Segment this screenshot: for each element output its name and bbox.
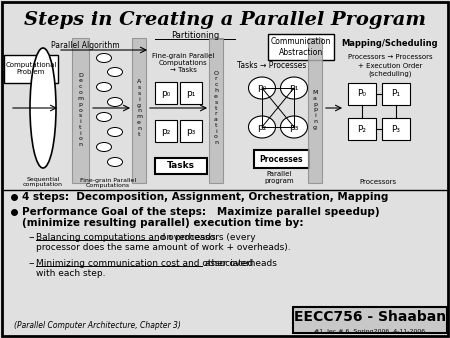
Ellipse shape — [96, 113, 112, 121]
Bar — [155, 158, 207, 174]
Bar — [180, 120, 202, 142]
Text: Partitioning: Partitioning — [171, 31, 219, 41]
Text: Processors → Processors: Processors → Processors — [348, 54, 432, 60]
Bar — [293, 307, 447, 333]
Text: Processes: Processes — [259, 154, 303, 164]
Text: 4 steps:  Decomposition, Assignment, Orchestration, Mapping: 4 steps: Decomposition, Assignment, Orch… — [22, 192, 388, 202]
Text: p₃: p₃ — [289, 122, 299, 131]
Text: (minimize resulting parallel) execution time by:: (minimize resulting parallel) execution … — [22, 218, 303, 228]
Ellipse shape — [248, 116, 275, 138]
Text: P₁: P₁ — [392, 90, 400, 98]
Text: (Parallel Computer Architecture, Chapter 3): (Parallel Computer Architecture, Chapter… — [14, 320, 181, 330]
Bar — [382, 118, 410, 140]
Text: with each step.: with each step. — [36, 269, 105, 279]
Bar — [72, 38, 89, 183]
Bar — [254, 150, 309, 168]
Text: Steps in Creating a Parallel Program: Steps in Creating a Parallel Program — [24, 11, 426, 29]
Text: p₀: p₀ — [257, 83, 267, 93]
Text: EECC756 - Shaaban: EECC756 - Shaaban — [294, 310, 446, 324]
Bar — [132, 38, 146, 183]
Ellipse shape — [280, 116, 307, 138]
Bar — [209, 38, 223, 183]
Text: #1  lec # 6  Spring2006  4-11-2006: #1 lec # 6 Spring2006 4-11-2006 — [315, 330, 426, 335]
Bar — [155, 82, 177, 104]
Text: Tasks → Processes: Tasks → Processes — [237, 62, 307, 71]
Text: Performance Goal of the steps:   Maximize parallel speedup): Performance Goal of the steps: Maximize … — [22, 207, 380, 217]
Text: A
s
s
i
g
n
m
e
n
t: A s s i g n m e n t — [136, 79, 142, 137]
Ellipse shape — [108, 158, 122, 167]
Text: Parallel
program: Parallel program — [264, 171, 294, 185]
Ellipse shape — [108, 68, 122, 76]
Text: associated: associated — [202, 259, 253, 267]
Text: Communication
Abstraction: Communication Abstraction — [271, 37, 331, 57]
Ellipse shape — [30, 48, 56, 168]
Text: p₂: p₂ — [257, 122, 267, 131]
Text: Parallel Algorithm: Parallel Algorithm — [51, 42, 119, 50]
Text: on processors (every: on processors (every — [158, 233, 255, 241]
Ellipse shape — [280, 77, 307, 99]
Text: Minimizing communication cost and other overheads: Minimizing communication cost and other … — [36, 259, 277, 267]
Ellipse shape — [108, 127, 122, 137]
Ellipse shape — [96, 82, 112, 92]
Text: p₁: p₁ — [289, 83, 299, 93]
Text: p₃: p₃ — [186, 126, 196, 136]
Ellipse shape — [248, 77, 275, 99]
Bar — [348, 118, 376, 140]
Text: p₁: p₁ — [186, 89, 196, 97]
Text: O
r
c
h
e
s
t
r
a
t
i
o
n: O r c h e s t r a t i o n — [213, 71, 219, 145]
Text: Tasks: Tasks — [167, 162, 195, 170]
Text: Fine-grain Parallel
Computations
→ Tasks: Fine-grain Parallel Computations → Tasks — [152, 53, 214, 73]
Bar — [382, 83, 410, 105]
Bar — [268, 34, 334, 60]
Text: Sequential
computation: Sequential computation — [23, 176, 63, 187]
Bar — [308, 38, 322, 183]
Text: + Execution Order
(scheduling): + Execution Order (scheduling) — [358, 63, 422, 77]
Ellipse shape — [96, 143, 112, 151]
Text: Mapping/Scheduling: Mapping/Scheduling — [342, 40, 438, 48]
Text: P₀: P₀ — [357, 90, 366, 98]
Text: D
e
c
o
m
p
o
s
i
t
i
o
n: D e c o m p o s i t i o n — [77, 73, 84, 147]
Text: p₀: p₀ — [161, 89, 171, 97]
Text: Fine-grain Parallel
Computations: Fine-grain Parallel Computations — [80, 177, 136, 188]
Text: Balancing computations and overheads: Balancing computations and overheads — [36, 233, 216, 241]
Text: –: – — [28, 232, 34, 242]
Text: –: – — [28, 258, 34, 268]
Bar — [348, 83, 376, 105]
Text: Computational
Problem: Computational Problem — [5, 63, 57, 75]
Bar — [155, 120, 177, 142]
Ellipse shape — [96, 53, 112, 63]
Text: processor does the same amount of work + overheads).: processor does the same amount of work +… — [36, 243, 291, 252]
Text: M
a
p
p
i
n
g: M a p p i n g — [312, 90, 318, 130]
Ellipse shape — [108, 97, 122, 106]
Bar — [180, 82, 202, 104]
Text: p₂: p₂ — [161, 126, 171, 136]
Text: P₂: P₂ — [357, 124, 366, 134]
Text: Processors: Processors — [360, 179, 396, 185]
Bar — [4, 55, 58, 83]
Text: P₃: P₃ — [392, 124, 400, 134]
